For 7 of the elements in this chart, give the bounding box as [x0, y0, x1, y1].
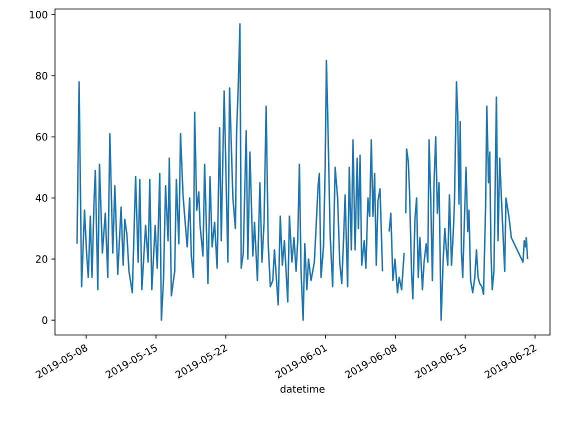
y-tick-label: 0	[42, 316, 48, 324]
y-tick-label: 80	[36, 72, 48, 80]
y-tick-label: 40	[36, 194, 48, 202]
x-axis-title: datetime	[280, 385, 325, 393]
y-tick-label: 100	[30, 10, 48, 18]
y-tick-label: 60	[36, 133, 48, 141]
y-tick-label: 20	[36, 255, 48, 263]
